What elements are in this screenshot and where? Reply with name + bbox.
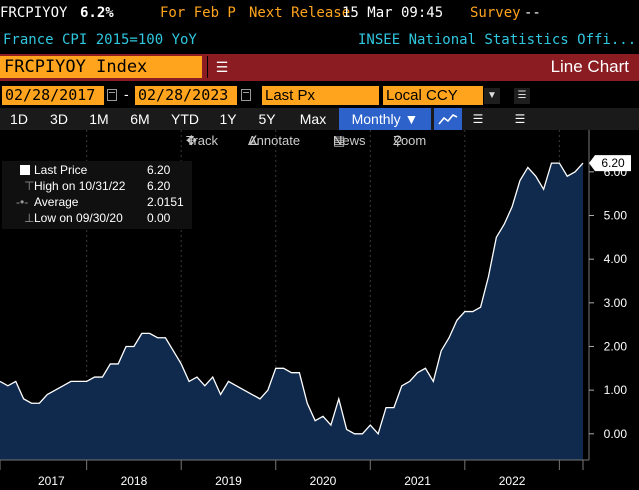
chart-tools-bar: ✥ Track ∠ Annotate ▤ News ⚲ Zoom bbox=[183, 131, 451, 150]
y-tick-label: 4.00 bbox=[604, 252, 628, 266]
line-series bbox=[0, 162, 584, 436]
area-series bbox=[0, 163, 583, 461]
legend-last-price-label: Last Price bbox=[34, 163, 88, 177]
security-input[interactable]: FRCPIYOY Index bbox=[0, 56, 202, 78]
x-tick-label: 2020 bbox=[310, 474, 337, 488]
chart-type-menu-button[interactable]: ☰ bbox=[468, 108, 488, 130]
ticker-label: FRCPIYOY bbox=[0, 5, 68, 21]
news-label: News bbox=[333, 133, 366, 148]
period-ytd-button[interactable]: YTD bbox=[171, 111, 199, 127]
x-tick-label: 2018 bbox=[121, 474, 148, 488]
legend-last-price-value: 6.20 bbox=[147, 163, 171, 177]
legend-high: ⊤ High on 10/31/22 6.20 bbox=[2, 179, 192, 194]
x-tick-label: 2019 bbox=[215, 474, 242, 488]
line-chart[interactable]: 0.001.002.003.004.005.006.00 2017 2018 201… bbox=[0, 130, 639, 490]
menu-icon: ☰ bbox=[472, 112, 484, 126]
legend-average-label: Average bbox=[34, 195, 79, 209]
security-header: FRCPIYOY 6.2% For Feb P Next Release 15 … bbox=[0, 0, 639, 30]
next-release-date: 15 Mar 09:45 bbox=[342, 5, 444, 21]
chevron-down-icon: ▼ bbox=[487, 90, 497, 101]
frequency-select[interactable]: Monthly ▼ bbox=[339, 108, 431, 130]
period-1d-button[interactable]: 1D bbox=[10, 111, 28, 127]
security-description: France CPI 2015=100 YoY bbox=[3, 32, 197, 48]
start-date-input[interactable]: 02/28/2017 bbox=[2, 86, 104, 105]
legend-low-label: Low on 09/30/20 bbox=[34, 211, 123, 225]
line-chart-icon bbox=[438, 114, 458, 125]
x-axis: 2017 2018 2019 2020 2021 2022 bbox=[0, 459, 639, 490]
x-tick-label: 2022 bbox=[499, 474, 526, 488]
track-label: Track bbox=[186, 133, 219, 148]
calendar-icon[interactable] bbox=[241, 89, 251, 101]
menu-icon: ☰ bbox=[517, 90, 527, 101]
y-tick-label: 3.00 bbox=[604, 296, 628, 310]
legend-average-value: 2.0151 bbox=[147, 195, 184, 209]
menu-icon: ☰ bbox=[514, 112, 526, 126]
end-date-input[interactable]: 02/28/2023 bbox=[135, 86, 237, 105]
security-description-row: France CPI 2015=100 YoY INSEE National S… bbox=[0, 30, 639, 54]
y-tick-label: 1.00 bbox=[604, 383, 628, 397]
date-range-row: 02/28/2017 - 02/28/2023 Last Px Local CC… bbox=[0, 86, 639, 108]
chevron-down-icon: ▼ bbox=[404, 111, 419, 127]
high-marker-icon: ⊤ bbox=[24, 179, 35, 193]
period-max-button[interactable]: Max bbox=[299, 111, 327, 127]
security-menu-button[interactable]: ☰ bbox=[207, 56, 236, 78]
currency-dropdown-button[interactable]: ▼ bbox=[484, 88, 500, 104]
period-3d-button[interactable]: 3D bbox=[50, 111, 68, 127]
x-axis-band bbox=[0, 460, 639, 490]
source-label: INSEE National Statistics Offi... bbox=[358, 32, 637, 48]
x-tick-label: 2017 bbox=[38, 474, 65, 488]
zoom-label: Zoom bbox=[393, 133, 427, 148]
last-value-tag-box bbox=[589, 155, 631, 172]
period-6m-button[interactable]: 6M bbox=[130, 111, 150, 127]
chart-settings-menu-button[interactable]: ☰ bbox=[510, 108, 530, 130]
legend-high-value: 6.20 bbox=[147, 179, 171, 193]
currency-select[interactable]: Local CCY bbox=[383, 86, 483, 105]
last-value-tag-label: 6.20 bbox=[601, 156, 625, 170]
period-label: For Feb P bbox=[160, 5, 236, 21]
date-separator: - bbox=[124, 86, 129, 102]
crosshair-icon: ✥ bbox=[186, 133, 197, 148]
annotate-label: Annotate bbox=[248, 133, 301, 148]
chart-legend[interactable]: Last Price 6.20 ⊤ High on 10/31/22 6.20 … bbox=[2, 161, 192, 229]
calendar-icon[interactable] bbox=[107, 89, 117, 101]
chart-type-title: Line Chart bbox=[550, 57, 629, 76]
period-1y-button[interactable]: 1Y bbox=[219, 111, 237, 127]
line-chart-type-button[interactable] bbox=[434, 108, 462, 130]
news-icon: ▤ bbox=[333, 133, 346, 148]
legend-low-value: 0.00 bbox=[147, 211, 171, 225]
next-release-label: Next Release bbox=[249, 5, 351, 21]
period-toolbar: 1D 3D 1M 6M YTD 1Y 5Y Max Monthly ▼ ☰ ☰ bbox=[0, 108, 639, 130]
security-bar: FRCPIYOY Index ☰ Line Chart bbox=[0, 54, 639, 81]
y-tick-label: 2.00 bbox=[604, 339, 628, 353]
field-select[interactable]: Last Px bbox=[262, 86, 379, 105]
current-value: 6.2% bbox=[80, 5, 114, 21]
legend-low: ⊥ Low on 09/30/20 0.00 bbox=[2, 211, 192, 226]
last-value-tag: 6.20 bbox=[589, 155, 631, 172]
average-marker-icon: -•- bbox=[16, 195, 29, 209]
options-menu-button[interactable]: ☰ bbox=[514, 88, 530, 104]
pencil-icon: ∠ bbox=[248, 133, 260, 148]
y-axis: 0.001.002.003.004.005.006.00 bbox=[588, 130, 628, 460]
y-tick-label: 5.00 bbox=[604, 208, 628, 222]
x-tick-label: 2021 bbox=[404, 474, 431, 488]
low-marker-icon: ⊥ bbox=[24, 211, 35, 225]
series-swatch bbox=[20, 165, 30, 175]
legend-average: -•- Average 2.0151 bbox=[2, 195, 192, 210]
menu-icon: ☰ bbox=[215, 59, 229, 75]
survey-label: Survey bbox=[470, 5, 521, 21]
period-5y-button[interactable]: 5Y bbox=[258, 111, 276, 127]
frequency-label: Monthly bbox=[351, 111, 401, 127]
magnifier-icon: ⚲ bbox=[393, 133, 403, 148]
legend-high-label: High on 10/31/22 bbox=[34, 179, 126, 193]
survey-value: -- bbox=[524, 5, 541, 21]
period-1m-button[interactable]: 1M bbox=[89, 111, 109, 127]
y-tick-label: 0.00 bbox=[604, 427, 628, 441]
legend-last-price: Last Price 6.20 bbox=[2, 163, 192, 178]
